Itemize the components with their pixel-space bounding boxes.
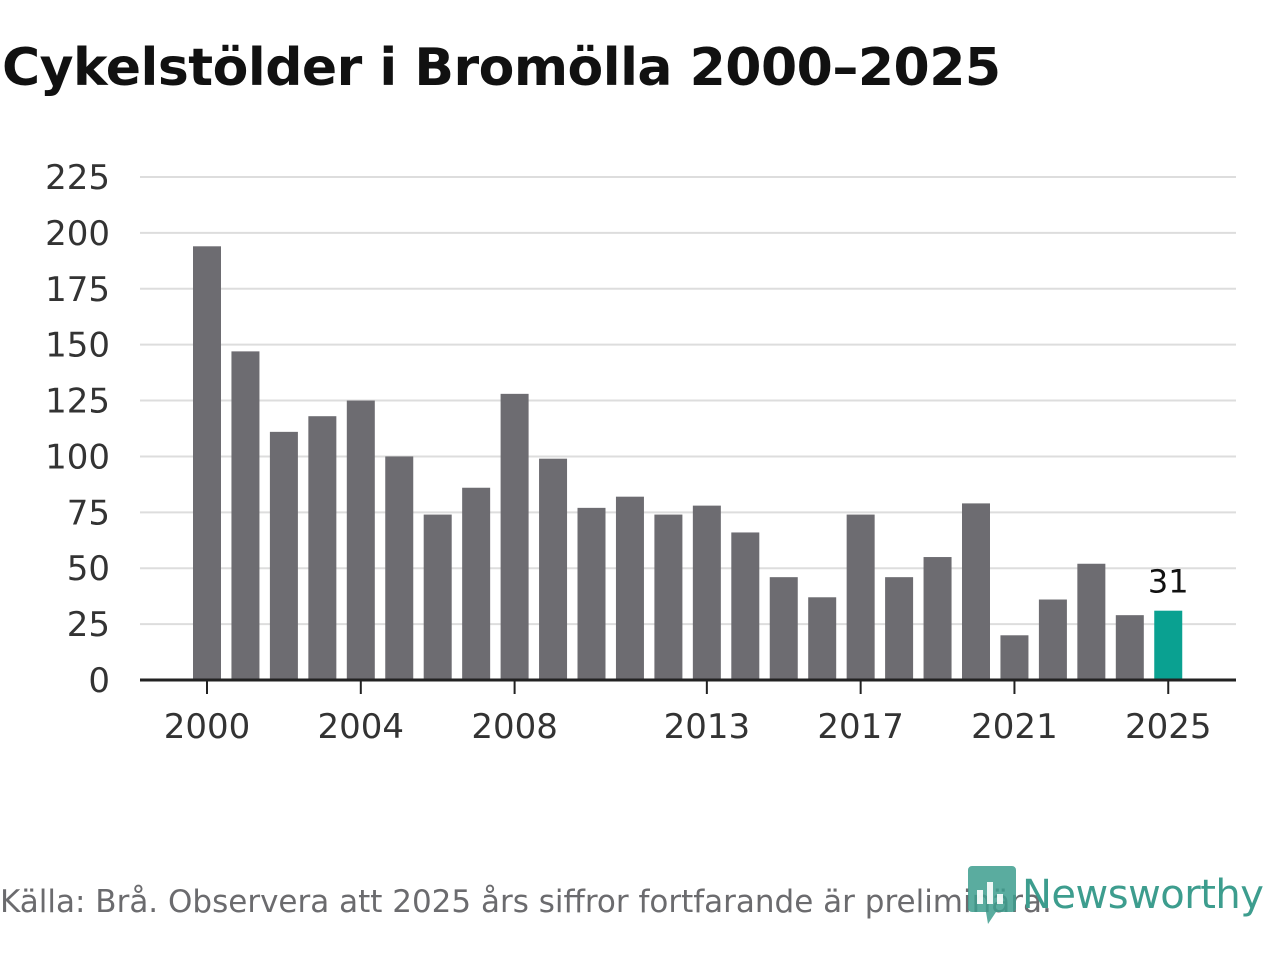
bar-2013 — [692, 505, 721, 680]
bar-2015 — [769, 577, 798, 680]
newsworthy-logo-icon — [968, 866, 1016, 924]
y-axis-ticks: 0 25 50 75 100 125 150 175 200 225 — [45, 158, 110, 701]
bar-2006 — [423, 514, 452, 680]
data-label-highlight: 31 — [1148, 563, 1189, 601]
bar-2000 — [193, 246, 221, 680]
y-tick-label: 225 — [45, 158, 110, 198]
grid-lines — [140, 176, 1236, 626]
bar-2014 — [731, 532, 760, 680]
bars — [193, 246, 1183, 680]
bar-2023 — [1077, 563, 1106, 680]
y-tick-label: 150 — [45, 326, 110, 366]
y-tick-label: 50 — [67, 549, 110, 589]
bar-2020 — [962, 503, 990, 680]
bar-2025 — [1154, 610, 1183, 680]
y-tick-label: 125 — [45, 382, 110, 422]
bar-2007 — [462, 487, 491, 680]
bar-2021 — [1000, 635, 1029, 680]
y-tick-label: 0 — [88, 661, 110, 701]
bar-2004 — [346, 400, 375, 680]
bar-2005 — [385, 456, 414, 680]
y-tick-label: 200 — [45, 214, 110, 254]
bar-2012 — [654, 514, 683, 680]
bar-2009 — [539, 458, 568, 680]
x-tick-label: 2000 — [164, 707, 251, 747]
bar-2024 — [1115, 615, 1144, 680]
x-axis-ticks: 2000 2004 2008 2013 2017 2021 2025 — [164, 680, 1212, 747]
chart-title: Cykelstölder i Bromölla 2000–2025 — [2, 38, 1001, 98]
bar-2019 — [923, 557, 952, 680]
bar-2018 — [885, 577, 914, 680]
bar-2022 — [1038, 599, 1067, 680]
x-tick-label: 2017 — [817, 707, 904, 747]
x-tick-label: 2021 — [971, 707, 1058, 747]
y-tick-label: 75 — [67, 493, 110, 533]
x-tick-label: 2008 — [471, 707, 558, 747]
bar-2010 — [577, 507, 606, 680]
source-note: Källa: Brå. Observera att 2025 års siffr… — [0, 884, 1052, 920]
brand-name: Newsworthy — [1022, 872, 1264, 918]
bar-2008 — [500, 393, 529, 680]
bar-2003 — [308, 416, 337, 680]
y-tick-label: 100 — [45, 437, 110, 477]
brand-logo: Newsworthy — [966, 864, 1264, 926]
bar-2017 — [846, 514, 875, 680]
bar-2001 — [231, 351, 260, 680]
x-tick-label: 2025 — [1125, 707, 1212, 747]
bar-2016 — [808, 597, 837, 680]
bar-2011 — [615, 496, 644, 680]
y-tick-label: 175 — [45, 270, 110, 310]
y-tick-label: 25 — [67, 605, 110, 645]
bar-2002 — [269, 431, 298, 680]
x-tick-label: 2004 — [318, 707, 405, 747]
data-labels: 31 — [1148, 563, 1189, 601]
x-tick-label: 2013 — [664, 707, 751, 747]
